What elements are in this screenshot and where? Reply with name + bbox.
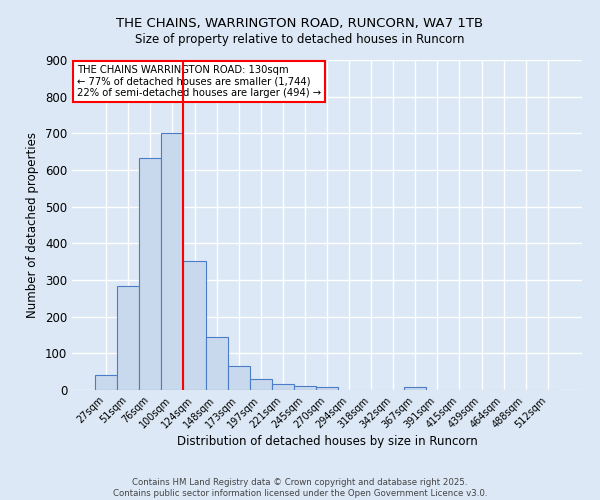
Bar bbox=[206, 337, 227, 390]
Text: Contains HM Land Registry data © Crown copyright and database right 2025.
Contai: Contains HM Land Registry data © Crown c… bbox=[113, 478, 487, 498]
Text: THE CHAINS, WARRINGTON ROAD, RUNCORN, WA7 1TB: THE CHAINS, WARRINGTON ROAD, RUNCORN, WA… bbox=[116, 18, 484, 30]
Y-axis label: Number of detached properties: Number of detached properties bbox=[26, 132, 40, 318]
Bar bbox=[294, 386, 316, 390]
Bar bbox=[227, 366, 250, 390]
Bar bbox=[250, 379, 272, 390]
X-axis label: Distribution of detached houses by size in Runcorn: Distribution of detached houses by size … bbox=[176, 436, 478, 448]
Bar bbox=[117, 286, 139, 390]
Bar bbox=[316, 387, 338, 390]
Bar bbox=[139, 158, 161, 390]
Bar bbox=[404, 388, 427, 390]
Bar bbox=[95, 374, 117, 390]
Bar bbox=[161, 134, 184, 390]
Text: Size of property relative to detached houses in Runcorn: Size of property relative to detached ho… bbox=[135, 32, 465, 46]
Bar bbox=[272, 384, 294, 390]
Bar bbox=[184, 261, 206, 390]
Text: THE CHAINS WARRINGTON ROAD: 130sqm
← 77% of detached houses are smaller (1,744)
: THE CHAINS WARRINGTON ROAD: 130sqm ← 77%… bbox=[77, 65, 321, 98]
